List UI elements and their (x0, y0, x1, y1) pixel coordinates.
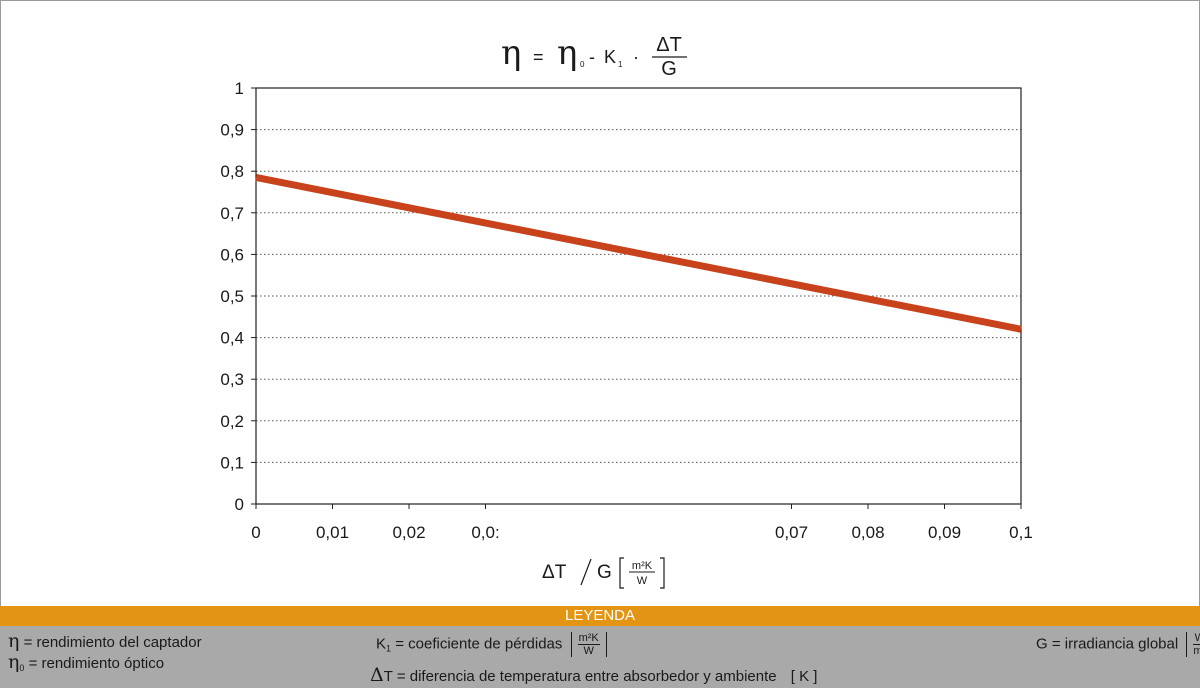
legend-k1-text: = coeficiente de pérdidas (395, 635, 563, 653)
legend-eta-symbol: η (8, 630, 20, 652)
legend-dt-symbol: Δ (370, 664, 384, 686)
y-tick-label: 0,3 (220, 370, 244, 389)
formula-eta0-sub: 0 (580, 60, 585, 69)
legend-item-dt: ΔT = diferencia de temperatura entre abs… (370, 666, 817, 686)
x-tick-label: 0,0: (471, 523, 499, 542)
xlabel-g: G (597, 562, 612, 583)
plot-area (255, 87, 1022, 505)
formula-equals: = (533, 47, 544, 67)
xlabel-bracket-left (619, 557, 624, 589)
legend-panel: η = rendimiento del captador η0 = rendim… (0, 626, 1200, 688)
legend-dt-text: = diferencia de temperatura entre absorb… (396, 668, 777, 685)
formula-minus: - (589, 47, 595, 67)
legend-g-unit-den: m² (1193, 645, 1200, 657)
xlabel-unit-numerator: m²K (632, 560, 653, 572)
efficiency-chart: η = η 0 - K 1 · ΔT G 0 0,1 0,2 0,3 0,4 0,5 0,6… (220, 33, 1033, 589)
y-tick-label: 0,8 (220, 162, 244, 181)
formula-dot: · (633, 47, 639, 67)
y-tick-label: 0 (235, 495, 244, 514)
y-tick-label: 0,4 (220, 329, 244, 348)
legend-eta0-symbol: η (8, 651, 20, 673)
legend-g-unit: Wm² (1186, 632, 1200, 657)
xlabel-delta-t: ΔT (542, 562, 567, 583)
formula-denominator: G (661, 58, 677, 80)
x-tick-label: 0,09 (928, 523, 961, 542)
legend-g-unit-num: W (1193, 632, 1200, 645)
y-tick-label: 1 (235, 79, 244, 98)
formula-eta: η (501, 33, 521, 73)
formula-k1: K (604, 47, 616, 67)
legend-item-eta: η = rendimiento del captador (8, 632, 202, 652)
legend-g-text: = irradiancia global (1051, 635, 1179, 653)
legend-item-eta0: η0 = rendimiento óptico (8, 653, 164, 677)
x-tick-label: 0,02 (392, 523, 425, 542)
legend-eta0-sub: 0 (19, 663, 25, 673)
legend-item-g: G = irradiancia global Wm² (1036, 632, 1200, 657)
legend-title: LEYENDA (564, 607, 636, 624)
legend-dt-unit: [ K ] (790, 668, 818, 685)
legend-k1-unit: m²K W (570, 632, 607, 657)
x-axis-label: ΔT G m²K W (542, 557, 665, 589)
y-tick-label: 0,7 (220, 204, 244, 223)
xlabel-slash (580, 558, 592, 586)
formula-numerator: ΔT (656, 34, 682, 56)
legend-header: LEYENDA (0, 606, 1200, 626)
x-tick-label: 0,1 (1009, 523, 1033, 542)
xlabel-bracket-right (660, 557, 665, 589)
x-tick-label: 0 (251, 523, 260, 542)
y-tick-label: 0,1 (220, 453, 244, 472)
x-tick-label: 0,07 (775, 523, 808, 542)
formula-title: η = η 0 - K 1 · ΔT G (501, 33, 687, 80)
legend-eta-text: = rendimiento del captador (23, 634, 202, 651)
xlabel-unit-denominator: W (637, 575, 648, 587)
y-tick-label: 0,6 (220, 245, 244, 264)
legend-k1-unit-den: W (583, 645, 594, 657)
formula-eta0: η (557, 33, 577, 73)
legend-k1-unit-num: m²K (577, 632, 600, 645)
y-axis: 0 0,1 0,2 0,3 0,4 0,5 0,6 0,7 0,8 0,9 1 (220, 79, 256, 514)
legend-g-symbol: G (1036, 635, 1048, 653)
legend-k1-sub: 1 (386, 643, 392, 654)
series-layer (255, 174, 1022, 333)
legend-k1-symbol: K (376, 635, 387, 653)
x-tick-label: 0,08 (851, 523, 884, 542)
y-tick-label: 0,2 (220, 412, 244, 431)
legend-dt-symbol2: T (383, 668, 393, 685)
legend-item-k1: K1 = coeficiente de pérdidas m²K W (376, 632, 611, 657)
x-axis: 0 0,01 0,02 0,0: 0,07 0,08 0,09 0,1 (251, 504, 1033, 542)
legend-eta0-text: = rendimiento óptico (28, 655, 165, 672)
grid (256, 129, 1021, 463)
y-tick-label: 0,5 (220, 287, 244, 306)
x-tick-label: 0,01 (316, 523, 349, 542)
formula-k1-sub: 1 (618, 60, 623, 69)
efficiency-line (255, 174, 1022, 333)
y-tick-label: 0,9 (220, 121, 244, 140)
